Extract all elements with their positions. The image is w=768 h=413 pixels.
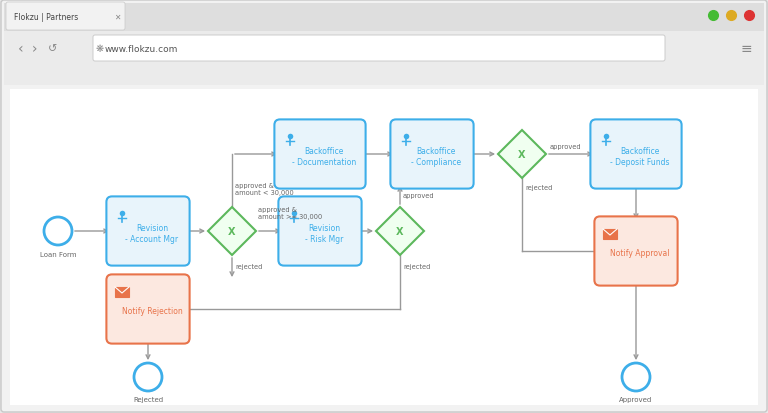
FancyBboxPatch shape — [93, 36, 665, 62]
FancyBboxPatch shape — [107, 197, 190, 266]
Text: approved: approved — [550, 144, 581, 150]
Text: approved: approved — [403, 192, 435, 199]
Text: approved &
amount < 30,000: approved & amount < 30,000 — [235, 183, 293, 196]
Text: ≡: ≡ — [740, 42, 752, 56]
FancyBboxPatch shape — [4, 4, 764, 32]
Circle shape — [622, 363, 650, 391]
FancyBboxPatch shape — [278, 197, 362, 266]
Text: Flokzu | Partners: Flokzu | Partners — [14, 12, 78, 21]
Circle shape — [134, 363, 162, 391]
FancyBboxPatch shape — [115, 287, 129, 297]
Text: Revision
- Account Mgr: Revision - Account Mgr — [125, 224, 179, 243]
Text: www.flokzu.com: www.flokzu.com — [105, 44, 178, 53]
Polygon shape — [208, 207, 256, 255]
Circle shape — [44, 218, 72, 245]
Text: X: X — [228, 226, 236, 236]
Text: X: X — [396, 226, 404, 236]
FancyBboxPatch shape — [10, 90, 758, 405]
Text: Revision
- Risk Mgr: Revision - Risk Mgr — [305, 224, 343, 243]
Text: X: X — [518, 150, 526, 159]
Text: ↺: ↺ — [48, 44, 58, 54]
Text: ‹: ‹ — [18, 42, 24, 56]
FancyBboxPatch shape — [603, 230, 617, 240]
Text: rejected: rejected — [403, 263, 430, 269]
Text: approved &
amount >= 30,000: approved & amount >= 30,000 — [258, 207, 323, 220]
Text: rejected: rejected — [235, 263, 263, 269]
FancyBboxPatch shape — [4, 32, 764, 86]
Text: ✕: ✕ — [114, 12, 120, 21]
Text: Backoffice
- Deposit Funds: Backoffice - Deposit Funds — [611, 147, 670, 166]
Text: ›: › — [32, 42, 38, 56]
Text: Rejected: Rejected — [133, 396, 163, 402]
FancyBboxPatch shape — [390, 120, 474, 189]
Polygon shape — [498, 131, 546, 178]
FancyBboxPatch shape — [107, 275, 190, 344]
Text: Approved: Approved — [619, 396, 653, 402]
FancyBboxPatch shape — [594, 217, 677, 286]
Text: Notify Approval: Notify Approval — [611, 249, 670, 258]
Text: ❋: ❋ — [96, 44, 104, 54]
FancyBboxPatch shape — [591, 120, 681, 189]
Text: Loan Form: Loan Form — [40, 252, 76, 257]
FancyBboxPatch shape — [274, 120, 366, 189]
Text: Notify Rejection: Notify Rejection — [121, 307, 182, 316]
Text: rejected: rejected — [525, 185, 552, 190]
Text: Backoffice
- Compliance: Backoffice - Compliance — [411, 147, 461, 166]
Text: Backoffice
- Documentation: Backoffice - Documentation — [292, 147, 356, 166]
FancyBboxPatch shape — [6, 3, 125, 31]
Polygon shape — [376, 207, 424, 255]
